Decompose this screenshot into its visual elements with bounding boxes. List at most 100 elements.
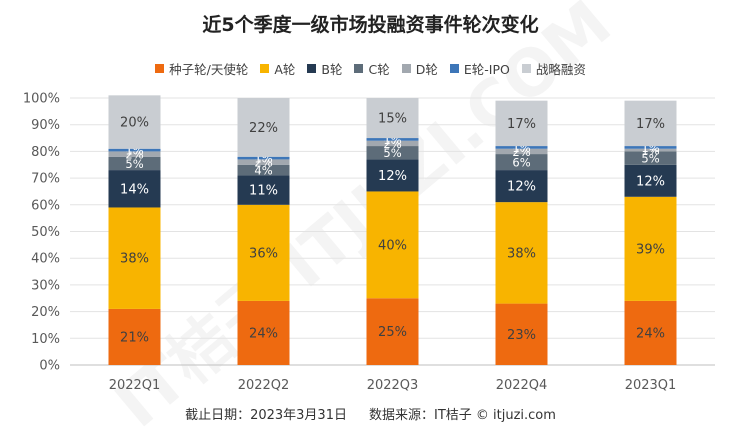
x-tick-label: 2022Q2 — [238, 378, 290, 393]
y-tick-label: 100% — [23, 92, 60, 107]
legend-label: E轮-IPO — [463, 62, 510, 77]
legend-swatch — [260, 64, 270, 73]
data-label: 39% — [636, 242, 665, 257]
bar-segment — [624, 148, 677, 152]
y-tick-label: 60% — [31, 198, 60, 213]
y-tick-label: 50% — [31, 225, 60, 240]
legend-item-d: D轮 — [401, 59, 438, 78]
bar-segment — [237, 156, 290, 160]
bar-segment — [108, 148, 161, 152]
bar-segment — [495, 146, 548, 149]
bar-segment — [366, 138, 419, 141]
y-tick-label: 30% — [31, 278, 60, 293]
bar-segment — [495, 202, 548, 304]
bar-segment — [108, 308, 161, 365]
bar-segment — [108, 95, 161, 149]
data-label: 12% — [636, 174, 665, 189]
y-tick-label: 70% — [31, 172, 60, 187]
bar-segment — [624, 300, 677, 365]
y-tick-label: 80% — [31, 145, 60, 160]
footer-date: 截止日期：2023年3月31日 — [185, 408, 347, 423]
y-tick-label: 20% — [31, 305, 60, 320]
bar-segment — [624, 164, 677, 197]
bar-segment — [366, 146, 419, 160]
bar-segment — [495, 100, 548, 147]
legend-swatch — [401, 64, 411, 73]
bar-segment — [495, 170, 548, 203]
footer-source: 数据来源：IT桔子 © itjuzi.com — [368, 408, 556, 423]
bar-segment — [366, 191, 419, 299]
data-label: 36% — [249, 246, 278, 261]
legend-label: D轮 — [415, 62, 438, 77]
chart-title: 近5个季度一级市场投融资事件轮次变化 — [202, 14, 539, 36]
stacked-bar-chart: 0% 10% 20% 30% 40% 50% 60% 70% 80% 90% 100% 21% 38% 1… — [23, 92, 715, 393]
legend-item-c: C轮 — [354, 59, 390, 78]
data-label: 4% — [254, 164, 272, 178]
data-label: 38% — [120, 252, 149, 267]
legend-swatch — [155, 64, 165, 73]
data-label: 21% — [120, 330, 149, 345]
data-label: 14% — [120, 182, 149, 197]
bar-segment — [237, 204, 290, 301]
legend-label: A轮 — [274, 62, 296, 77]
legend-label: C轮 — [368, 62, 390, 77]
data-label: 15% — [378, 112, 407, 127]
footer: 截止日期：2023年3月31日 数据来源：IT桔子 © itjuzi.com — [0, 404, 741, 423]
x-tick-label: 2022Q1 — [109, 378, 161, 393]
data-label: 38% — [507, 246, 536, 261]
bar-segment — [237, 175, 290, 205]
legend: 种子轮/天使轮 A轮 B轮 C轮 D轮 E轮-IPO 战略融资 — [0, 59, 741, 78]
data-label: 11% — [249, 184, 278, 199]
data-label: 5% — [383, 146, 401, 160]
bar-segment — [108, 207, 161, 309]
y-tick-label: 40% — [31, 252, 60, 267]
bar-segment — [495, 303, 548, 365]
bar-segment — [366, 298, 419, 365]
data-label: 25% — [378, 325, 407, 340]
legend-item-b: B轮 — [307, 59, 342, 78]
bar-segment — [366, 98, 419, 139]
legend-label: B轮 — [321, 62, 343, 77]
legend-item-e-ipo: E轮-IPO — [449, 59, 510, 78]
data-label: 24% — [636, 326, 665, 341]
bar-segment — [108, 156, 161, 171]
legend-label: 战略融资 — [535, 62, 586, 77]
y-tick-label: 90% — [31, 118, 60, 133]
bar-segment — [624, 196, 677, 301]
data-label: 5% — [125, 157, 143, 171]
data-label: 23% — [507, 328, 536, 343]
legend-item-a: A轮 — [260, 59, 295, 78]
x-tick-label: 2023Q1 — [625, 378, 677, 393]
bar-segment — [237, 98, 290, 157]
bar-segment — [237, 300, 290, 365]
y-tick-label: 0% — [39, 359, 60, 374]
legend-item-seed-angel: 种子轮/天使轮 — [155, 59, 248, 78]
bar-segment — [237, 159, 290, 165]
legend-swatch — [449, 64, 459, 73]
bar-segment — [495, 154, 548, 171]
data-label: 20% — [120, 116, 149, 131]
bar-segment — [624, 146, 677, 149]
legend-item-strategic: 战略融资 — [521, 59, 586, 78]
legend-label: 种子轮/天使轮 — [169, 62, 249, 77]
legend-swatch — [354, 64, 364, 73]
bar-segment — [108, 170, 161, 208]
bar-segment — [495, 148, 548, 155]
data-label: 6% — [512, 156, 530, 170]
data-label: 12% — [378, 169, 407, 184]
bar-segment — [237, 164, 290, 176]
data-label: 17% — [507, 117, 536, 132]
x-tick-label: 2022Q3 — [367, 378, 419, 393]
data-label: 17% — [636, 117, 665, 132]
bar-segment — [108, 151, 161, 157]
legend-swatch — [521, 64, 531, 73]
data-label: 24% — [249, 326, 278, 341]
legend-swatch — [307, 64, 317, 73]
data-label: 40% — [378, 238, 407, 253]
y-tick-label: 10% — [31, 332, 60, 347]
data-label: 22% — [249, 121, 278, 136]
bar-segment — [624, 100, 677, 147]
x-tick-label: 2022Q4 — [496, 378, 548, 393]
bar-segment — [366, 140, 419, 147]
